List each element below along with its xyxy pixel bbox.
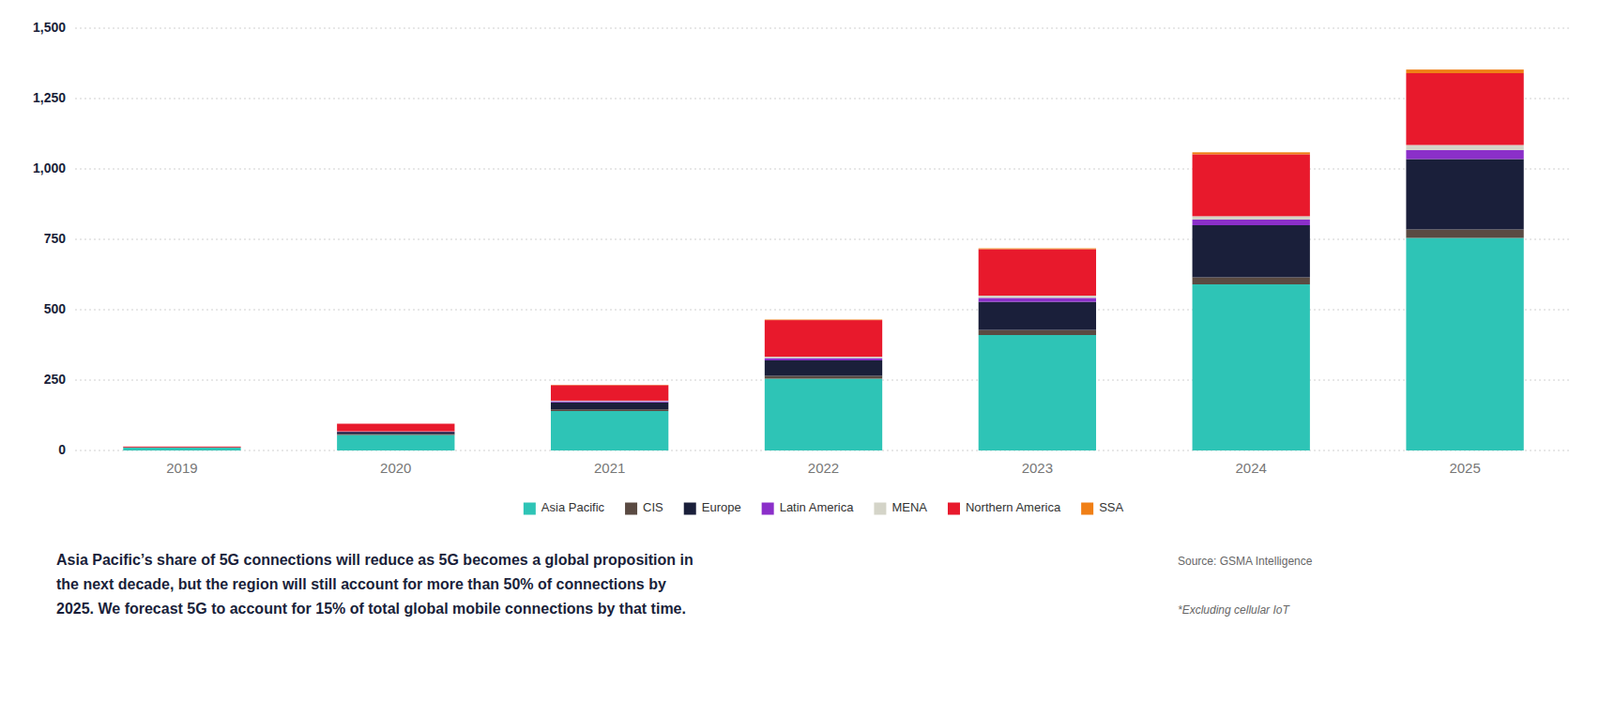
legend-label: Latin America xyxy=(779,500,855,515)
bar-segment xyxy=(1405,238,1524,452)
bar-segment xyxy=(764,358,883,361)
grid-line xyxy=(75,309,1572,311)
y-tick-label: 500 xyxy=(44,301,67,317)
bar-segment xyxy=(1192,219,1311,226)
bar-segment xyxy=(764,360,883,377)
chart: 0 250 500 750 1,000 1,250 1,500 2019 2020 2021 202… xyxy=(0,0,1600,717)
series xyxy=(336,150,1524,432)
bar-segment xyxy=(550,411,669,451)
x-tick-label: 2019 xyxy=(166,459,198,476)
legend-swatch xyxy=(1081,502,1094,516)
bar-segment xyxy=(550,401,669,403)
legend-swatch xyxy=(761,502,775,516)
legend-label: CIS xyxy=(642,500,664,515)
footnote: *Excluding cellular IoT xyxy=(1177,603,1291,617)
bar-segment xyxy=(550,402,669,411)
legend-swatch xyxy=(523,502,536,516)
bar-segment xyxy=(1192,215,1311,220)
series xyxy=(550,69,1524,385)
annotation: Asia Pacific’s share of 5G connections w… xyxy=(56,551,694,568)
bar-segment xyxy=(336,424,455,432)
bar-segment xyxy=(336,423,455,425)
legend: Asia Pacific CIS Europe Latin America MENA No… xyxy=(523,500,1125,515)
grid-line xyxy=(75,28,1572,30)
series xyxy=(336,145,1524,432)
bar-segment xyxy=(122,447,241,451)
bar-segment xyxy=(1192,225,1311,278)
y-tick-label: 1,500 xyxy=(32,19,66,35)
bar-segment xyxy=(764,320,883,357)
legend-label: Northern America xyxy=(965,500,1062,515)
legend-label: MENA xyxy=(891,500,928,515)
legend-label: Asia Pacific xyxy=(541,500,606,515)
bars xyxy=(122,69,1524,451)
x-tick-label: 2023 xyxy=(1021,459,1053,476)
legend-label: SSA xyxy=(1098,500,1124,515)
x-tick-label: 2024 xyxy=(1235,459,1267,476)
bar-segment xyxy=(336,435,455,452)
bar-segment xyxy=(122,445,241,448)
bar-segment xyxy=(122,447,241,449)
bar-segment xyxy=(1192,277,1311,286)
bar-segment xyxy=(550,409,669,412)
series xyxy=(336,229,1524,436)
series xyxy=(122,238,1524,452)
y-axis: 0 250 500 750 1,000 1,250 1,500 xyxy=(32,19,66,458)
bar-segment xyxy=(978,249,1097,297)
bar-segment xyxy=(336,431,455,434)
source: Source: GSMA Intelligence xyxy=(1177,554,1313,568)
x-tick-label: 2020 xyxy=(380,459,412,476)
bar-segment xyxy=(978,247,1097,250)
bar-segment xyxy=(122,445,241,447)
series xyxy=(122,159,1524,449)
bar-segment xyxy=(1192,153,1311,216)
bar-segment xyxy=(978,330,1097,336)
grid xyxy=(75,28,1572,451)
x-tick-label: 2021 xyxy=(594,459,625,476)
y-tick-label: 250 xyxy=(44,371,67,387)
annotation: 2025. We forecast 5G to account for 15% … xyxy=(56,600,686,617)
y-tick-label: 750 xyxy=(44,230,67,246)
bar-segment xyxy=(764,319,883,321)
bar-segment xyxy=(978,335,1097,451)
bar-segment xyxy=(122,446,241,448)
bar-segment xyxy=(764,356,883,359)
y-tick-label: 1,250 xyxy=(32,90,66,106)
annotation: the next decade, but the region will sti… xyxy=(56,576,667,593)
legend-swatch xyxy=(624,502,638,516)
legend-swatch xyxy=(684,502,697,516)
grid-line xyxy=(75,168,1572,170)
bar-segment xyxy=(1405,69,1524,74)
legend-swatch xyxy=(873,502,886,516)
bar-segment xyxy=(122,446,241,448)
x-tick-label: 2022 xyxy=(807,459,839,476)
bar-segment xyxy=(1405,145,1524,151)
y-tick-label: 0 xyxy=(58,441,66,458)
bar-segment xyxy=(1405,229,1524,239)
bar-segment xyxy=(978,302,1097,331)
bar-segment xyxy=(550,384,669,386)
legend-swatch xyxy=(947,502,960,516)
bar-segment xyxy=(1192,152,1311,154)
bar-segment xyxy=(764,376,883,380)
bar-segment xyxy=(1192,284,1311,451)
x-tick-label: 2025 xyxy=(1448,459,1480,476)
bar-segment xyxy=(978,297,1097,302)
bar-segment xyxy=(1405,159,1524,230)
bar-segment xyxy=(1405,150,1524,160)
bar-segment xyxy=(122,446,241,448)
grid-line xyxy=(75,239,1572,241)
bar-segment xyxy=(978,295,1097,298)
bar-segment xyxy=(550,384,669,401)
annotations: Asia Pacific’s share of 5G connections w… xyxy=(56,551,1313,617)
grid-line xyxy=(75,98,1572,100)
y-tick-label: 1,000 xyxy=(32,160,66,176)
bar-segment xyxy=(764,379,883,452)
legend-label: Europe xyxy=(701,500,742,515)
series xyxy=(122,73,1524,448)
bar-segment xyxy=(1405,73,1524,146)
x-axis: 2019 2020 2021 2022 2023 2024 2025 xyxy=(166,459,1481,476)
